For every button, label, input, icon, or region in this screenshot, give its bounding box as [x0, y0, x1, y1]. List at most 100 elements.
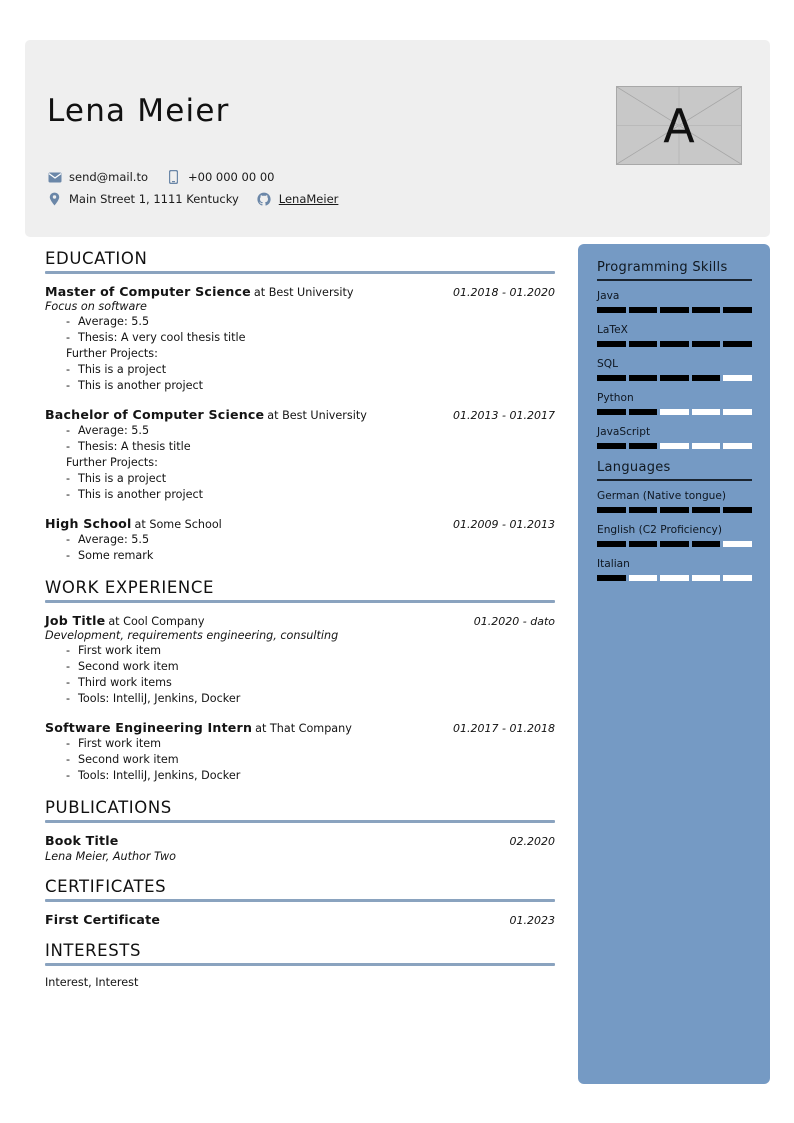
skill-item: Java [597, 290, 752, 313]
bullet-item: First work item [66, 736, 555, 752]
skill-segment [660, 375, 689, 381]
contact-email[interactable]: send@mail.to [47, 170, 148, 185]
education-entry: Master of Computer Science at Best Univer… [45, 284, 555, 394]
skill-segment [628, 375, 658, 381]
entry-organization: at That Company [255, 722, 352, 735]
sidebar-divider [597, 279, 752, 281]
skill-segment [723, 409, 752, 415]
bullet-item: Average: 5.5 [66, 423, 555, 439]
education-entry: High School at Some School 01.2009 - 01.2… [45, 516, 555, 564]
contact-address[interactable]: Main Street 1, 1111 Kentucky [47, 192, 239, 207]
certificate-entry: First Certificate 01.2023 [45, 912, 555, 927]
contact-github[interactable]: LenaMeier [257, 192, 339, 207]
bullet-item: This is a project [66, 471, 555, 487]
bullet-item: Thesis: A very cool thesis title [66, 330, 555, 346]
entry-organization: at Some School [134, 518, 222, 531]
contact-block: send@mail.to +00 000 00 00 [47, 166, 356, 210]
bullet-item: This is a project [66, 362, 555, 378]
section-title-education: EDUCATION [45, 249, 148, 268]
section-interests: INTERESTS Interest, Interest [45, 940, 555, 989]
skill-item: SQL [597, 358, 752, 381]
entry-title: Book Title [45, 833, 119, 848]
skill-level-bar [597, 409, 752, 415]
skill-segment [597, 575, 626, 581]
entry-plain-line: Further Projects: [66, 347, 158, 360]
placeholder-cross-lines [617, 87, 741, 164]
sidebar-title-programming-skills: Programming Skills [597, 260, 728, 275]
entry-header: Master of Computer Science at Best Univer… [45, 284, 555, 299]
language-level-bar [597, 541, 752, 547]
entry-bullets: This is a project This is another projec… [45, 471, 555, 503]
entry-bullets: First work item Second work item Third w… [45, 643, 555, 707]
section-divider [45, 600, 555, 603]
entry-header: First Certificate 01.2023 [45, 912, 555, 927]
entry-bullets: Average: 5.5 Thesis: A very cool thesis … [45, 314, 555, 346]
skill-segment [597, 409, 626, 415]
entry-title-wrap: Master of Computer Science at Best Univer… [45, 284, 353, 299]
skill-item: Python [597, 392, 752, 415]
bullet-item: Some remark [66, 548, 555, 564]
section-divider [45, 963, 555, 966]
entry-date: 01.2017 - 01.2018 [453, 722, 555, 735]
entry-plain-line: Further Projects: [66, 456, 158, 469]
entry-date: 01.2009 - 01.2013 [453, 518, 555, 531]
skill-level-bar [597, 341, 752, 347]
entry-organization: at Best University [267, 409, 367, 422]
entry-organization: at Best University [253, 286, 354, 299]
skill-level-bar [597, 375, 752, 381]
section-education: EDUCATION Master of Computer Science at B… [45, 248, 555, 564]
skill-segment [723, 507, 752, 513]
skill-segment [597, 541, 626, 547]
entry-title: Bachelor of Computer Science [45, 407, 265, 422]
contact-phone-text: +00 000 00 00 [188, 170, 275, 184]
skill-segment [660, 409, 689, 415]
github-icon [257, 192, 272, 207]
skill-segment [597, 443, 626, 449]
skill-segment [691, 307, 721, 313]
entry-bullets: First work item Second work item Tools: … [45, 736, 555, 784]
section-work-experience: WORK EXPERIENCE Job Title at Cool Company… [45, 577, 555, 784]
entry-title-wrap: Software Engineering Intern at That Compa… [45, 720, 352, 735]
language-label: German (Native tongue) [597, 490, 727, 502]
bullet-item: Tools: IntelliJ, Jenkins, Docker [66, 768, 555, 784]
sidebar-panel: Programming Skills Java LaTeX SQL Python… [578, 244, 770, 1084]
bullet-item: Average: 5.5 [66, 314, 555, 330]
bullet-item: Second work item [66, 752, 555, 768]
skill-segment [660, 575, 689, 581]
skill-segment [723, 443, 752, 449]
section-divider [45, 271, 555, 274]
skill-segment [597, 307, 626, 313]
entry-bullets: This is a project This is another projec… [45, 362, 555, 394]
skill-segment [628, 575, 658, 581]
section-title-publications: PUBLICATIONS [45, 798, 172, 817]
section-title-work: WORK EXPERIENCE [45, 578, 214, 597]
entry-date: 01.2018 - 01.2020 [453, 286, 555, 299]
contact-row-1: send@mail.to +00 000 00 00 [47, 166, 356, 188]
entry-bullets: Average: 5.5 Some remark [45, 532, 555, 564]
section-publications: PUBLICATIONS Book Title 02.2020 Lena Mei… [45, 797, 555, 863]
bullet-item: This is another project [66, 378, 555, 394]
contact-github-text[interactable]: LenaMeier [278, 192, 339, 206]
skill-segment [691, 507, 721, 513]
entry-header: Bachelor of Computer Science at Best Univ… [45, 407, 555, 422]
skill-segment [723, 541, 752, 547]
entry-organization: at Cool Company [108, 615, 205, 628]
entry-header: Book Title 02.2020 [45, 833, 555, 848]
skill-segment [628, 443, 658, 449]
publication-authors: Lena Meier, Author Two [45, 850, 176, 863]
skill-segment [628, 341, 658, 347]
contact-phone[interactable]: +00 000 00 00 [166, 170, 274, 185]
skill-label: LaTeX [597, 324, 628, 336]
skill-segment [628, 507, 658, 513]
language-item: German (Native tongue) [597, 490, 752, 513]
section-certificates: CERTIFICATES First Certificate 01.2023 [45, 876, 555, 927]
publication-entry: Book Title 02.2020 Lena Meier, Author Tw… [45, 833, 555, 863]
work-entry: Job Title at Cool Company 01.2020 - dato … [45, 613, 555, 707]
section-divider [45, 899, 555, 902]
skill-level-bar [597, 443, 752, 449]
entry-subtitle: Development, requirements engineering, c… [45, 629, 339, 642]
bullet-item: Thesis: A thesis title [66, 439, 555, 455]
entry-header: Job Title at Cool Company 01.2020 - dato [45, 613, 555, 628]
language-item: Italian [597, 558, 752, 581]
avatar-letter: A [663, 98, 695, 153]
